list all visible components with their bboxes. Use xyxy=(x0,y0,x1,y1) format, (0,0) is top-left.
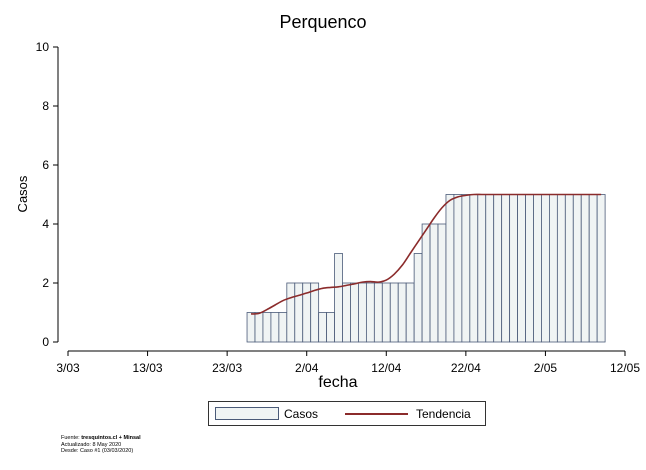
x-tick-label: 3/03 xyxy=(56,361,80,375)
chart-title: Perquenco xyxy=(279,12,367,32)
bar-casos xyxy=(445,194,455,343)
bar-casos xyxy=(485,194,495,343)
y-tick-label: 10 xyxy=(36,40,50,54)
bar-casos xyxy=(358,282,367,343)
bar-casos xyxy=(572,194,582,343)
bar-casos xyxy=(334,253,343,343)
bar-casos xyxy=(350,282,359,343)
x-tick-label: 2/04 xyxy=(295,361,319,375)
bar-casos xyxy=(397,282,407,343)
bar-casos xyxy=(254,312,264,343)
y-tick-label: 2 xyxy=(42,276,49,290)
bar-casos xyxy=(596,194,606,343)
bar-casos xyxy=(533,194,542,343)
bar-casos xyxy=(564,194,574,343)
bar-casos xyxy=(580,194,590,343)
x-tick-label: 2/05 xyxy=(534,361,558,375)
bar-casos xyxy=(469,194,479,343)
x-tick-label: 12/04 xyxy=(371,361,401,375)
bar-casos xyxy=(501,194,511,343)
legend-swatch-casos xyxy=(215,407,279,420)
bar-casos xyxy=(461,194,471,343)
bar-casos xyxy=(389,282,399,343)
bar-casos xyxy=(342,282,351,343)
x-tick-label: 23/03 xyxy=(212,361,242,375)
bar-casos xyxy=(270,312,280,343)
bar-casos xyxy=(294,282,304,343)
bar-casos xyxy=(429,223,439,343)
y-tick-label: 4 xyxy=(42,217,49,231)
bar-casos xyxy=(278,312,288,343)
y-tick-label: 0 xyxy=(42,335,49,349)
bar-casos xyxy=(556,194,566,343)
y-axis-label: Casos xyxy=(15,175,30,213)
bar-casos xyxy=(381,282,391,343)
y-tick-label: 6 xyxy=(42,158,49,172)
bar-casos xyxy=(405,282,415,343)
bar-casos xyxy=(549,194,558,343)
x-tick-label: 22/04 xyxy=(451,361,481,375)
bar-casos xyxy=(262,312,272,343)
bar-casos xyxy=(318,312,328,343)
bar-casos xyxy=(246,312,256,343)
source-line: Fuente: tresquintos.cl + Minsal xyxy=(61,435,141,441)
bar-casos xyxy=(453,194,463,343)
x-tick-label: 12/05 xyxy=(610,361,640,375)
bar-casos xyxy=(365,282,375,343)
y-tick-label: 8 xyxy=(42,99,49,113)
x-axis-label: fecha xyxy=(318,374,358,391)
bar-casos xyxy=(373,282,383,343)
trend-line-tendencia xyxy=(250,193,602,315)
source-note: Fuente: tresquintos.cl + Minsal Actualiz… xyxy=(61,435,141,455)
since-line: Desde: Caso #1 (03/03/2020) xyxy=(61,448,134,454)
bar-casos xyxy=(326,312,335,343)
bar-casos xyxy=(437,223,447,343)
legend: Casos Tendencia xyxy=(208,401,486,426)
x-tick-label: 13/03 xyxy=(133,361,163,375)
bar-casos xyxy=(493,194,503,343)
bar-casos xyxy=(286,282,296,343)
bar-casos xyxy=(525,194,534,343)
bar-casos xyxy=(421,223,431,343)
legend-label-tendencia: Tendencia xyxy=(416,407,471,421)
updated-line: Actualizado: 8 May 2020 xyxy=(61,441,122,448)
bar-casos xyxy=(541,194,550,343)
bar-casos xyxy=(413,253,423,343)
bar-casos xyxy=(517,194,526,343)
legend-swatch-tendencia xyxy=(345,413,408,415)
legend-label-casos: Casos xyxy=(284,407,319,421)
bar-casos xyxy=(477,194,487,343)
bar-casos xyxy=(509,194,518,343)
bar-casos xyxy=(588,194,598,343)
